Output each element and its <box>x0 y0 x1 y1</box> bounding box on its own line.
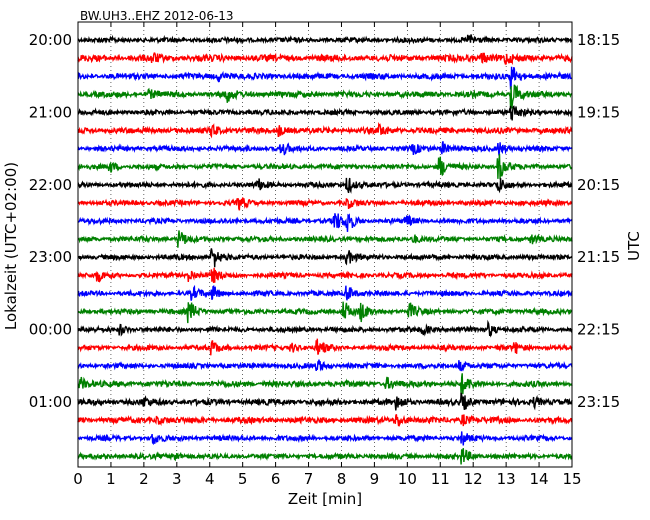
trace-row-11 <box>77 230 573 248</box>
trace-row-5 <box>77 121 573 139</box>
trace-row-3 <box>77 84 573 109</box>
trace-row-12 <box>77 248 573 268</box>
axis-ticks: 0 1 2 3 4 5 6 7 8 9 10 11 12 13 14 1520:0021:0022:0023:… <box>29 22 620 488</box>
trace-row-10 <box>77 213 573 232</box>
x-tick-label: 4 <box>205 470 215 488</box>
y-tick-label-left: 01:00 <box>29 393 72 411</box>
x-tick-label: 9 <box>370 470 380 488</box>
trace-row-4 <box>77 105 573 121</box>
y-axis-label-right: UTC <box>625 231 643 261</box>
trace-row-1 <box>77 52 573 66</box>
y-tick-label-left: 00:00 <box>29 321 72 339</box>
x-tick-label: 14 <box>530 470 549 488</box>
y-tick-label-right: 21:15 <box>577 248 620 266</box>
trace-row-14 <box>77 284 573 301</box>
trace-row-16 <box>77 319 573 338</box>
trace-row-22 <box>77 431 573 446</box>
x-tick-label: 2 <box>139 470 149 488</box>
chart-title: BW.UH3..EHZ 2012-06-13 <box>80 9 234 23</box>
x-tick-label: 7 <box>304 470 314 488</box>
x-tick-label: 10 <box>398 470 417 488</box>
x-tick-label: 15 <box>562 470 581 488</box>
seismic-traces <box>77 34 573 465</box>
y-tick-label-right: 19:15 <box>577 103 620 121</box>
x-tick-label: 8 <box>337 470 347 488</box>
y-tick-label-left: 21:00 <box>29 103 72 121</box>
y-tick-label-right: 20:15 <box>577 176 620 194</box>
x-tick-label: 12 <box>464 470 483 488</box>
x-tick-label: 3 <box>172 470 182 488</box>
x-tick-label: 5 <box>238 470 248 488</box>
x-tick-label: 0 <box>73 470 83 488</box>
trace-row-18 <box>77 359 573 372</box>
trace-row-8 <box>77 177 573 194</box>
trace-row-9 <box>77 197 573 211</box>
x-tick-label: 6 <box>271 470 281 488</box>
y-axis-label-left: Lokalzeit (UTC+02:00) <box>2 162 20 330</box>
trace-row-17 <box>77 338 573 356</box>
y-tick-label-right: 23:15 <box>577 393 620 411</box>
y-tick-label-left: 23:00 <box>29 248 72 266</box>
x-axis-label: Zeit [min] <box>288 490 362 508</box>
plot-area-frame <box>77 21 573 468</box>
trace-row-20 <box>77 392 573 411</box>
trace-row-0 <box>77 34 573 46</box>
trace-row-19 <box>77 373 573 395</box>
y-tick-label-right: 18:15 <box>577 31 620 49</box>
trace-row-6 <box>77 141 573 156</box>
x-tick-label: 13 <box>497 470 516 488</box>
y-tick-label-right: 22:15 <box>577 321 620 339</box>
trace-row-2 <box>77 66 573 91</box>
y-tick-label-left: 20:00 <box>29 31 72 49</box>
x-tick-label: 11 <box>431 470 450 488</box>
trace-row-23 <box>77 448 573 465</box>
y-tick-label-left: 22:00 <box>29 176 72 194</box>
trace-row-15 <box>77 301 573 324</box>
trace-row-13 <box>77 267 573 283</box>
x-tick-label: 1 <box>106 470 116 488</box>
trace-row-21 <box>77 414 573 428</box>
trace-row-7 <box>77 153 573 180</box>
